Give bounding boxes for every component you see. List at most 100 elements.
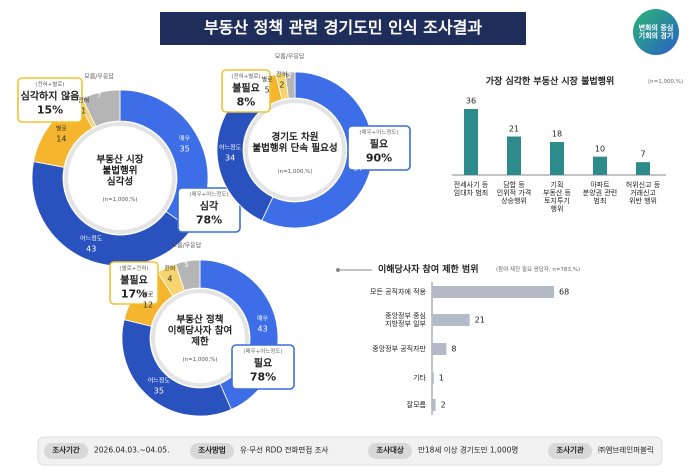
donut-center — [151, 289, 249, 387]
callout-label: 심각하지 않음 — [20, 91, 80, 103]
donut-note: (n=1,000,%) — [182, 356, 218, 363]
chart-note: (참여 제한 필요 응답자, n=783,%) — [496, 266, 581, 273]
segment-value: 43 — [86, 243, 97, 253]
segment-label: 모름/무응답 — [171, 242, 202, 250]
callout-group: (전혀+별로) — [35, 81, 65, 88]
logo — [633, 9, 679, 55]
bar — [432, 399, 436, 411]
bar — [593, 156, 607, 175]
bar-value: 8 — [451, 344, 457, 354]
footer-box — [37, 436, 663, 466]
bar — [464, 109, 478, 175]
callout-label: 불필요 — [232, 83, 260, 95]
title: 부동산 정책 관련 경기도민 인식 조사결과 — [203, 17, 483, 37]
segment-value: 57 — [353, 163, 364, 173]
title-box — [160, 12, 526, 45]
callout-group: (전혀+별로) — [231, 73, 261, 80]
footer-pill — [44, 443, 88, 459]
segment-label: 모름/무응답 — [274, 53, 305, 61]
footer-label: 조사기간 — [52, 445, 80, 455]
footer-value: ㈜엠브레인퍼블릭 — [598, 445, 654, 455]
segment-label: 별로 — [261, 76, 273, 84]
segment-value: 35 — [153, 386, 164, 396]
y-tick-label: 잘모름 — [406, 400, 426, 409]
donut-title: 부동산 시장 불법행위 심각성 — [96, 154, 144, 188]
bar — [550, 142, 564, 175]
segment-value: 43 — [257, 324, 268, 334]
bar-value: 18 — [551, 129, 563, 139]
callout-group: (별로+전혀) — [119, 265, 149, 272]
callout-box — [347, 125, 411, 171]
segment-value: 7 — [96, 92, 102, 101]
callout-label: 심각 — [199, 201, 219, 213]
segment-label: 어느정도 — [147, 377, 170, 385]
callout-percent: 8% — [236, 95, 256, 109]
callout-box — [177, 187, 241, 233]
bar-value: 7 — [640, 149, 646, 159]
x-tick-label: 허위신고 등 거래신고 위반 행위 — [625, 181, 661, 206]
y-tick-label: 기타 — [413, 373, 426, 382]
callout-percent: 90% — [365, 151, 393, 165]
callout-box — [221, 69, 271, 113]
donut-segment — [81, 89, 121, 127]
bar — [507, 136, 521, 175]
x-tick-label: 아파트 분양권 관련 범죄 — [582, 181, 618, 206]
donut-note: (n=1,000,%) — [102, 196, 138, 203]
donut-title: 부동산 정책 이해당사자 참여 제한 — [167, 314, 233, 348]
segment-value: 4 — [167, 274, 173, 284]
footer-value: 유·무선 RDD 전화면접 조사 — [240, 445, 329, 455]
segment-label: 모름/무응답 — [84, 73, 114, 81]
segment-value: 2 — [279, 80, 285, 90]
callout-label: 필요 — [369, 139, 389, 151]
footer-label: 조사대상 — [376, 445, 404, 455]
logo-text: 변화의 중심 기회의 경기 — [638, 23, 674, 40]
footer-value: 2026.04.03.~04.05. — [94, 445, 170, 455]
chart-title: 이해당사자 참여 제한 범위 — [378, 264, 479, 275]
bar — [432, 372, 434, 384]
donut-center — [64, 122, 176, 234]
segment-value: 2 — [287, 72, 292, 81]
bar-value: 21 — [474, 315, 485, 325]
connector-dot — [336, 268, 340, 272]
callout-box — [109, 261, 159, 305]
callout-percent: 17% — [120, 287, 148, 301]
callout-label: 불필요 — [120, 275, 148, 287]
segment-value: 1 — [81, 106, 87, 116]
footer-label: 조사기관 — [556, 445, 584, 455]
segment-label: 매우 — [179, 135, 191, 143]
segment-label: 전혀 — [276, 71, 288, 79]
bar-value: 36 — [465, 96, 477, 106]
callout-percent: 78% — [195, 213, 223, 227]
y-tick-label: 중앙정부 중심 지방정부 일부 — [385, 311, 426, 328]
callout-box — [17, 77, 83, 123]
segment-value: 35 — [179, 144, 190, 154]
callout-box — [231, 344, 295, 390]
callout-percent: 15% — [36, 103, 64, 117]
footer-pill — [368, 443, 412, 459]
callout-group: (매우+어느정도) — [189, 191, 229, 198]
y-tick-label: 모든 공직자에 적용 — [370, 287, 426, 296]
donut-center — [244, 99, 346, 201]
segment-label: 전혀 — [164, 265, 176, 273]
x-tick-label: 담합 등 인위적 가격 상승행위 — [496, 181, 532, 206]
donut-segment — [121, 319, 232, 417]
bar-value: 10 — [594, 144, 606, 154]
callout-label: 필요 — [253, 358, 273, 370]
segment-value: 34 — [225, 153, 236, 163]
bar-value: 2 — [440, 400, 446, 410]
segment-value: 5 — [184, 261, 189, 270]
chart-note: (n=1,000,%) — [648, 78, 684, 85]
x-tick-label: 전세사기 등 임대차 범죄 — [453, 181, 489, 198]
callout-percent: 78% — [249, 370, 277, 384]
segment-label: 어느정도 — [219, 144, 242, 152]
donut-segment — [261, 71, 374, 229]
segment-label: 별로 — [142, 291, 154, 299]
segment-label: 매우 — [257, 315, 269, 323]
footer-value: 만18세 이상 경기도민 1,000명 — [418, 445, 519, 455]
footer-label: 조사방법 — [198, 445, 226, 455]
bar — [432, 286, 554, 298]
footer-pill — [548, 443, 592, 459]
segment-value: 14 — [56, 134, 67, 144]
segment-label: 별로 — [55, 125, 67, 133]
